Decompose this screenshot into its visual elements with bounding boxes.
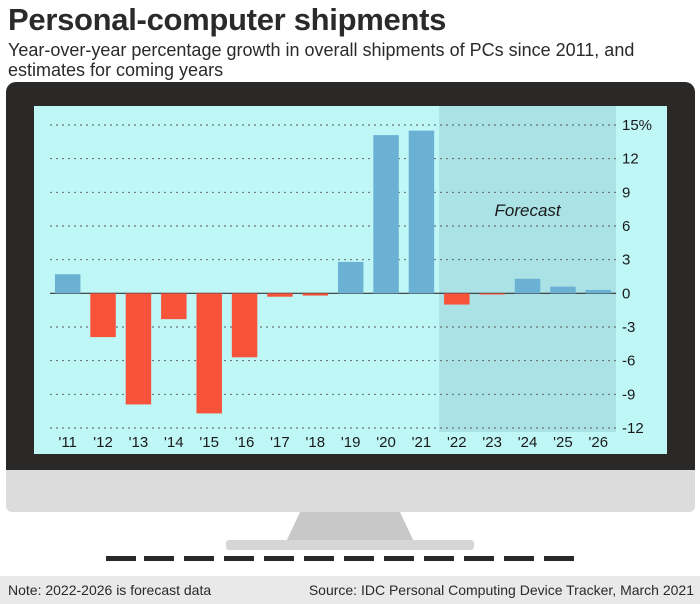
chart-title: Personal-computer shipments (8, 2, 447, 37)
bar (125, 293, 152, 405)
x-tick-label: '20 (376, 434, 396, 451)
bar (161, 293, 187, 320)
bar (408, 130, 435, 294)
chart-subtitle: Year-over-year percentage growth in over… (8, 40, 635, 80)
bar (337, 261, 364, 294)
monitor-illustration: Forecast 15% 12 9 6 3 0 -3 -6 -9 -12 '11 '12 '13 '14… (6, 82, 695, 561)
bar (54, 274, 81, 294)
x-tick-label: '25 (553, 434, 573, 451)
y-axis-ticks: 15% 12 9 6 3 0 -3 -6 -9 -12 (622, 117, 652, 437)
bar (550, 286, 576, 294)
y-tick-label: 12 (622, 151, 639, 168)
monitor-chin-top (6, 470, 695, 480)
bar (196, 293, 222, 414)
x-tick-label: '21 (412, 434, 432, 451)
y-tick-label: 9 (622, 184, 630, 201)
footnote: Note: 2022-2026 is forecast data (8, 582, 212, 598)
x-tick-label: '14 (164, 434, 184, 451)
x-tick-label: '22 (447, 434, 467, 451)
y-tick-label: 6 (622, 218, 630, 235)
x-tick-label: '19 (341, 434, 361, 451)
x-tick-label: '23 (482, 434, 502, 451)
bar (585, 289, 612, 294)
x-tick-label: '17 (270, 434, 290, 451)
x-tick-label: '13 (129, 434, 149, 451)
y-tick-label: -9 (622, 386, 635, 403)
forecast-label: Forecast (494, 201, 561, 220)
y-tick-label: -6 (622, 353, 635, 370)
x-axis-ticks: '11 '12 '13 '14 '15 '16 '17 '18 '19 '20 '21 '22 '23 '… (58, 434, 608, 451)
forecast-shade (439, 106, 616, 432)
bar (267, 293, 293, 297)
x-tick-label: '16 (235, 434, 255, 451)
x-tick-label: '24 (518, 434, 538, 451)
x-tick-label: '26 (589, 434, 609, 451)
y-tick-label: -3 (622, 319, 635, 336)
forecast-region: Forecast (439, 106, 616, 432)
y-tick-label: -12 (622, 420, 644, 437)
bar (231, 293, 258, 358)
gridlines (50, 124, 616, 429)
footer-bar: Note: 2022-2026 is forecast data Source:… (0, 576, 700, 604)
y-tick-label: 15% (622, 117, 652, 134)
bar (373, 135, 399, 294)
x-tick-label: '18 (306, 434, 326, 451)
bars (54, 130, 612, 414)
x-tick-label: '12 (93, 434, 113, 451)
monitor-neck (286, 512, 414, 542)
bar (479, 293, 505, 295)
monitor-base (226, 540, 474, 550)
bar (514, 278, 541, 294)
bar (302, 293, 329, 296)
y-tick-label: 3 (622, 252, 630, 269)
keyboard-dashes (106, 556, 574, 561)
x-tick-label: '15 (199, 434, 219, 451)
bar (90, 293, 116, 338)
source-credit: Source: IDC Personal Computing Device Tr… (308, 582, 694, 598)
monitor-chin (6, 470, 695, 512)
bar (444, 293, 470, 305)
x-tick-label: '11 (58, 434, 76, 451)
y-tick-label: 0 (622, 285, 630, 302)
